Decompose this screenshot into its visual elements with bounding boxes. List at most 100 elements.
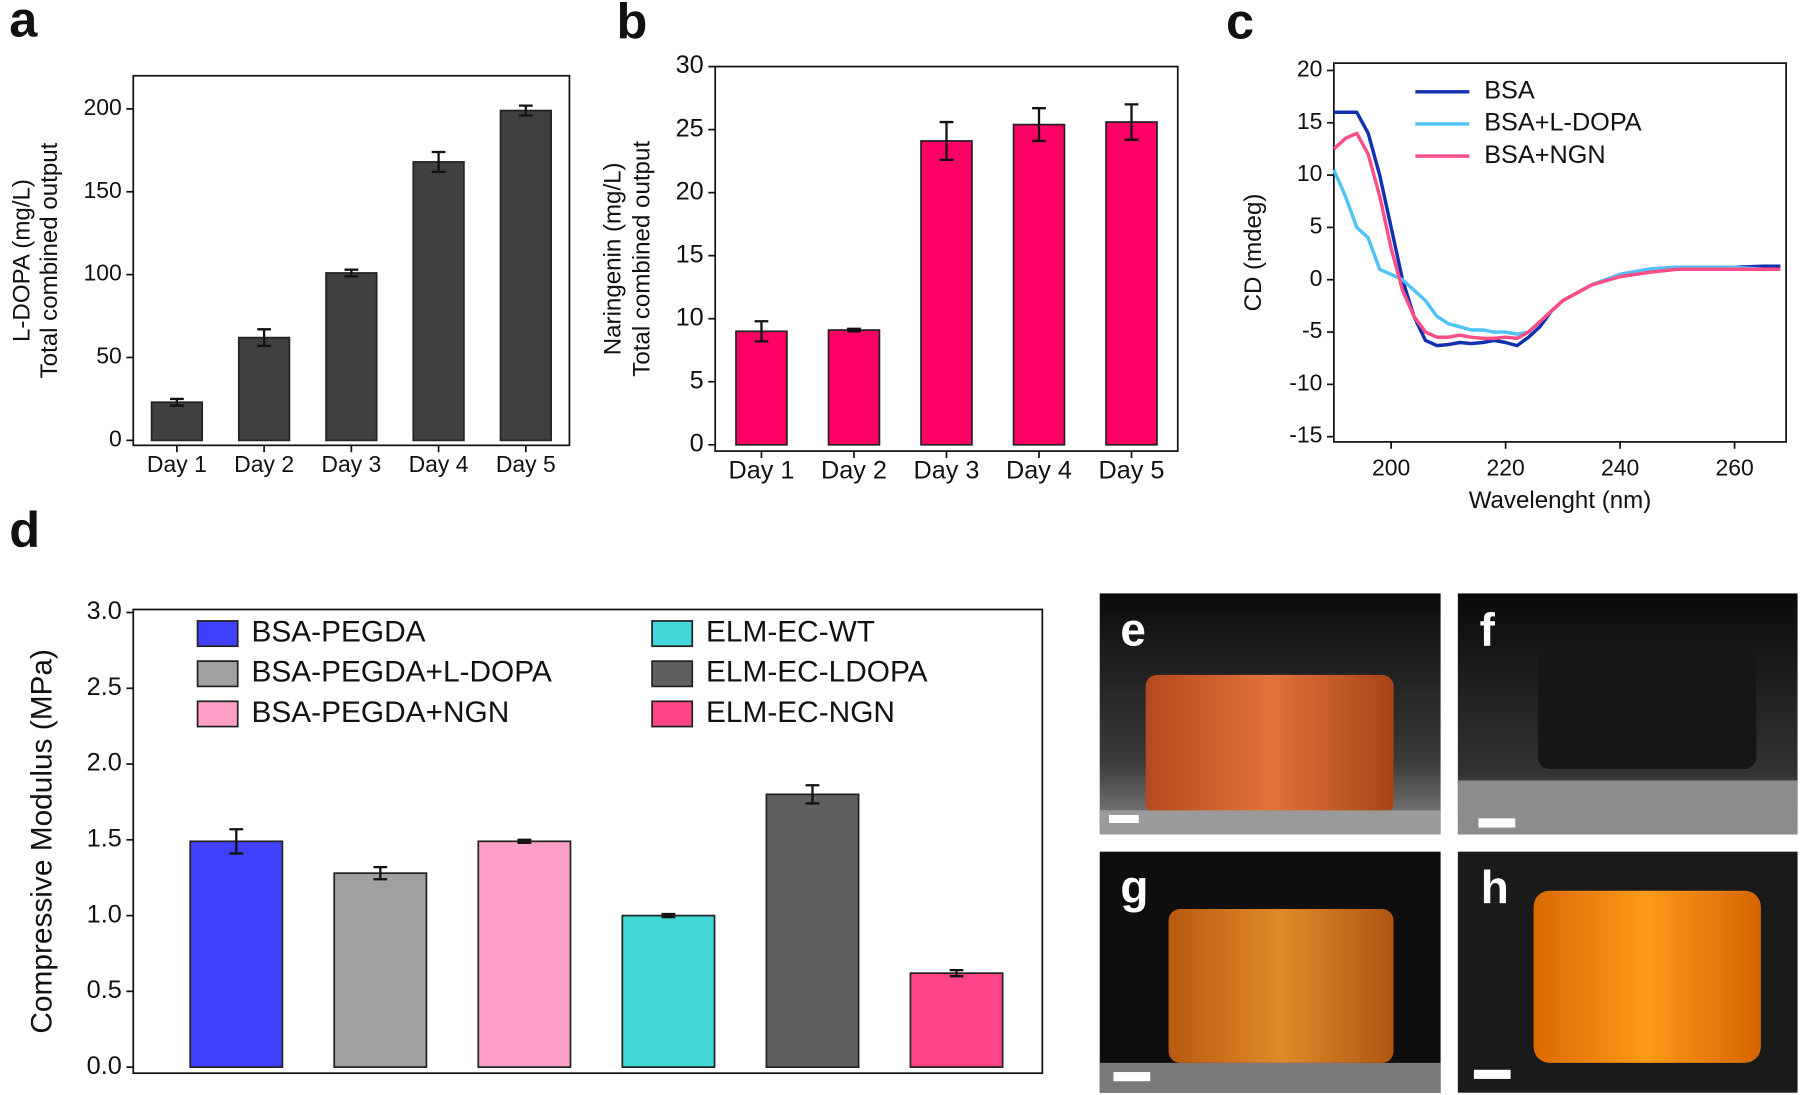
y-tick-label: -5: [1302, 317, 1322, 343]
x-axis-label: Wavelenght (nm): [1469, 487, 1652, 514]
y-tick-label: 100: [84, 260, 122, 286]
bar: [333, 872, 428, 1068]
error-bar: [170, 397, 184, 407]
x-tick-label: Day 5: [1099, 456, 1165, 484]
legend-swatch: [651, 660, 694, 688]
y-axis-label: Total combined output: [628, 141, 655, 377]
y-tick-label: 0.5: [87, 976, 122, 1004]
error-bar: [257, 328, 272, 348]
y-tick-label: 0: [1310, 265, 1323, 291]
hydrogel: [1533, 890, 1761, 1063]
y-axis-label: Naringenin (mg/L): [600, 162, 627, 355]
y-tick-label: 2.0: [87, 749, 122, 777]
legend-swatch: [196, 620, 239, 648]
photo-g: g: [1099, 851, 1441, 1093]
x-tick-label: Day 1: [728, 456, 794, 484]
y-tick-label: 20: [1297, 56, 1323, 82]
bar: [621, 914, 716, 1068]
y-axis-label: L-DOPA (mg/L): [8, 179, 35, 342]
panel-label: c: [1226, 0, 1254, 50]
photo-f: f: [1457, 593, 1798, 835]
y-axis-label: CD (mdeg): [1240, 194, 1267, 312]
photo-label: e: [1120, 604, 1146, 656]
bar: [499, 109, 552, 442]
scale-bar: [1473, 1069, 1511, 1079]
scale-bar: [1113, 1072, 1151, 1082]
legend-label: ELM-EC-NGN: [706, 696, 895, 729]
y-tick-label: 10: [676, 303, 704, 331]
legend-label: BSA+NGN: [1484, 141, 1605, 169]
legend-label: BSA-PEGDA+L-DOPA: [251, 656, 551, 689]
photo-label: h: [1481, 861, 1509, 913]
legend-label: BSA+L-DOPA: [1484, 109, 1642, 137]
legend-label: BSA: [1484, 76, 1535, 104]
error-bar: [1124, 103, 1139, 141]
y-tick-label: 0: [690, 429, 704, 457]
legend-swatch: [651, 620, 694, 648]
bar: [189, 840, 284, 1068]
hydrogel: [1538, 649, 1757, 770]
bar: [920, 140, 973, 446]
x-tick-label: Day 1: [147, 451, 207, 477]
line-series: [1332, 131, 1781, 341]
plot-frame: [1333, 62, 1787, 443]
bar: [477, 840, 572, 1068]
y-tick-label: -10: [1289, 369, 1322, 395]
error-bar: [949, 968, 964, 978]
error-bar: [661, 912, 676, 919]
error-bar: [373, 865, 388, 881]
legend-swatch: [651, 700, 694, 728]
photo-label: f: [1480, 604, 1496, 656]
y-tick-label: 5: [690, 366, 704, 394]
y-tick-label: 150: [84, 177, 122, 203]
x-tick-label: 260: [1715, 455, 1753, 481]
x-tick-label: Day 2: [234, 451, 294, 477]
y-tick-label: 20: [676, 177, 704, 205]
x-tick-label: 200: [1372, 455, 1410, 481]
legend-swatch: [196, 700, 239, 728]
scale-bar: [1108, 814, 1139, 823]
plot-frame: [132, 608, 1044, 1075]
bar: [1012, 123, 1066, 446]
y-axis-label: Compressive Modulus (MPa): [26, 649, 59, 1034]
y-tick-label: 15: [676, 240, 704, 268]
y-tick-label: 25: [676, 114, 704, 142]
error-bar: [805, 784, 820, 805]
y-tick-label: 2.5: [87, 673, 122, 701]
y-tick-label: 1.5: [87, 824, 122, 852]
panel-label: b: [616, 0, 647, 50]
x-tick-label: Day 5: [496, 451, 556, 477]
y-tick-label: 5: [1310, 212, 1323, 238]
y-tick-label: 10: [1297, 160, 1323, 186]
legend-swatch: [196, 660, 239, 688]
y-tick-label: 0: [109, 425, 122, 451]
bar: [237, 336, 291, 442]
x-tick-label: Day 3: [321, 451, 381, 477]
bar: [1105, 121, 1158, 446]
error-bar: [939, 120, 954, 162]
surface: [1099, 810, 1441, 835]
y-tick-label: 1.0: [87, 900, 122, 928]
panel-label: a: [9, 0, 38, 47]
y-tick-label: 15: [1297, 108, 1323, 134]
photo-label: g: [1120, 861, 1148, 913]
x-tick-label: Day 3: [914, 456, 980, 484]
error-bar: [431, 150, 446, 174]
error-bar: [229, 828, 244, 855]
photo-e: e: [1099, 593, 1441, 835]
legend-label: ELM-EC-WT: [706, 615, 875, 648]
error-bar: [754, 320, 769, 343]
x-tick-label: Day 4: [409, 451, 469, 477]
bar: [827, 329, 881, 446]
y-tick-label: 0.0: [87, 1052, 122, 1080]
bar: [412, 161, 465, 442]
surface: [1099, 1062, 1441, 1093]
y-tick-label: 200: [84, 94, 122, 120]
x-tick-label: 220: [1486, 455, 1524, 481]
error-bar: [517, 838, 532, 844]
bar: [325, 272, 378, 442]
error-bar: [1032, 107, 1046, 143]
photo-h: h: [1457, 851, 1798, 1093]
line-series: [1332, 169, 1781, 336]
